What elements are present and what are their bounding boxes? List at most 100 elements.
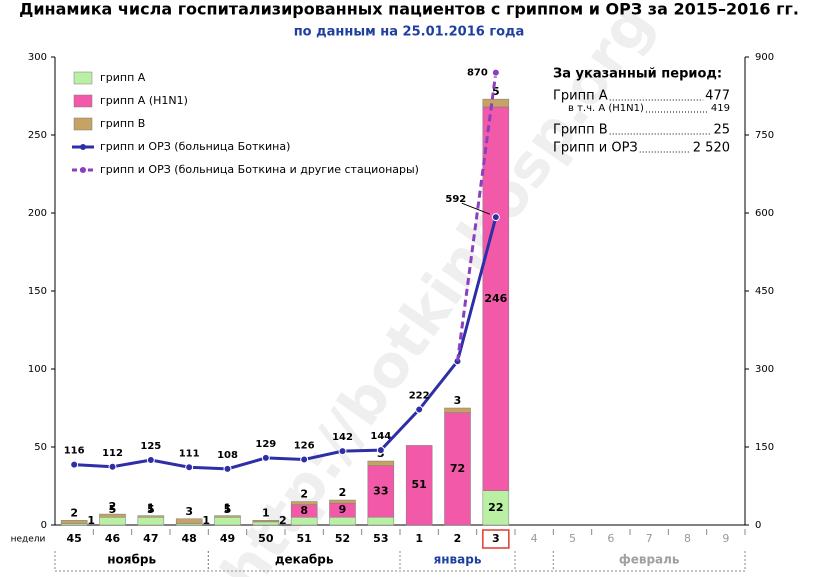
bar-segment: [137, 515, 165, 518]
bar-value-label: 5: [109, 503, 117, 516]
bar-segment: [482, 98, 510, 108]
bar-value-label: 2: [300, 488, 308, 501]
x-tick-label: 50: [258, 532, 274, 545]
bar-value-label: 5: [224, 503, 232, 516]
line-point: [261, 453, 270, 462]
y-tick-label: 300: [28, 52, 47, 63]
x-tick-label: 8: [684, 532, 691, 545]
bar-value-label: 1: [262, 506, 270, 519]
legend-label: грипп А: [100, 71, 146, 84]
bar-segment: [214, 515, 241, 518]
bar-segment: [444, 407, 471, 413]
x-tick-label: 6: [607, 532, 614, 545]
y2-tick-label: 750: [755, 130, 774, 141]
bar-value-label: 246: [484, 292, 507, 305]
x-axis-label: недели: [11, 535, 46, 545]
y2-tick-label: 600: [755, 208, 774, 219]
bar-segment: [175, 518, 203, 524]
bar-segment: [367, 465, 395, 518]
x-tick-label: 45: [67, 532, 82, 545]
y-tick-label: 100: [28, 364, 47, 375]
x-tick-label: 47: [143, 532, 158, 545]
line-point: [146, 456, 155, 464]
line-value-label: 111: [179, 448, 200, 459]
bar-segment: [252, 520, 280, 523]
bar-segment: [290, 501, 318, 505]
bar-value-label: 5: [147, 503, 155, 516]
y2-tick-label: 0: [755, 520, 761, 531]
x-tick-label: 53: [373, 532, 388, 545]
y-tick-label: 0: [41, 520, 47, 531]
summary-label: Грипп А: [553, 89, 608, 104]
line-point: [376, 446, 385, 455]
x-tick-label: 49: [220, 532, 235, 545]
bar-segment: [444, 412, 471, 526]
month-label: ноябрь: [107, 553, 156, 567]
line-value-label: 144: [370, 431, 391, 442]
bar-segment: [60, 520, 88, 524]
bar-value-label: 8: [300, 504, 308, 517]
line: [74, 216, 498, 471]
line-point: [338, 447, 347, 456]
y2-tick-label: 150: [755, 442, 774, 453]
bar-value-label: 22: [488, 501, 503, 514]
y2-tick-label: 450: [755, 286, 774, 297]
bar-value-label: 5: [492, 85, 500, 98]
legend-marker: [80, 167, 86, 173]
line-value-label: 870: [467, 68, 488, 79]
line-value-label: 142: [332, 432, 353, 443]
line-point: [300, 455, 309, 464]
line-value-label: 112: [102, 448, 123, 459]
bar-segment: [137, 516, 165, 526]
month-label: январь: [434, 553, 482, 567]
bar-segment: [367, 460, 395, 466]
bar-segment: [482, 106, 510, 491]
summary-label: Грипп и ОРЗ: [553, 141, 638, 156]
x-tick-label: 3: [492, 532, 500, 545]
month-label: декабрь: [275, 553, 334, 567]
bar-segment: [214, 516, 241, 526]
annotation-arrow: [461, 202, 491, 215]
x-tick-label: 1: [415, 532, 423, 545]
bar-segment: [99, 516, 126, 526]
bar-value-label: 72: [450, 462, 465, 475]
legend-swatch: [73, 71, 93, 85]
bar-value-label: 3: [454, 394, 462, 407]
bar-segment: [290, 516, 318, 526]
highlight-box: [482, 529, 510, 549]
legend-label: грипп и ОРЗ (больница Боткина): [100, 140, 290, 153]
line-value-label: 126: [294, 440, 315, 451]
legend-label: грипп и ОРЗ (больница Боткина и другие с…: [100, 163, 419, 176]
y-tick-label: 150: [28, 286, 47, 297]
line-point: [223, 464, 232, 473]
bar-segment: [482, 490, 510, 526]
line-value-label: 592: [445, 194, 466, 205]
y2-tick-label: 900: [755, 52, 774, 63]
watermark: http://botkinhosp.org: [208, 0, 666, 577]
bar-value-label: 9: [339, 503, 347, 516]
legend-marker: [80, 144, 86, 150]
y2-tick-label: 300: [755, 364, 774, 375]
bar-segment: [99, 513, 126, 518]
line-value-label: 129: [255, 439, 276, 450]
legend-label: грипп В: [100, 117, 145, 130]
line-value-label: 108: [217, 450, 238, 461]
line-point: [108, 462, 117, 471]
bar-segment: [405, 445, 433, 526]
x-tick-label: 4: [531, 532, 538, 545]
bar-value-label: 1: [147, 502, 155, 515]
summary-value: 477: [705, 89, 730, 104]
x-tick-label: 48: [182, 532, 197, 545]
y-tick-label: 200: [28, 208, 47, 219]
line-point: [70, 460, 79, 469]
x-tick-label: 2: [454, 532, 462, 545]
chart-subtitle: по данным на 25.01.2016 года: [294, 25, 525, 40]
bar-segment: [329, 499, 356, 504]
summary-value: 25: [713, 123, 730, 138]
line-point: [415, 405, 424, 414]
summary-title: За указанный период:: [553, 67, 722, 82]
x-tick-label: 51: [297, 532, 312, 545]
bar-value-label: 2: [339, 486, 347, 499]
bar-segment: [329, 516, 356, 526]
line-point: [491, 213, 500, 222]
